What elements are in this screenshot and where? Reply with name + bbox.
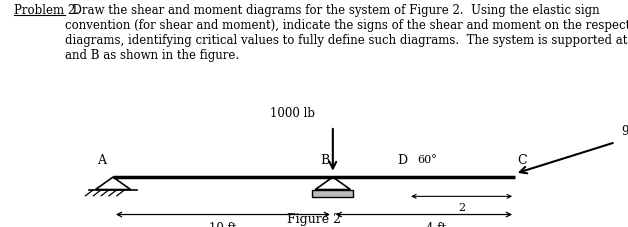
Text: B: B: [321, 154, 330, 167]
Text: Figure 2: Figure 2: [287, 213, 341, 226]
Text: 1000 lb: 1000 lb: [269, 107, 315, 120]
Text: Draw the shear and moment diagrams for the system of Figure 2.  Using the elasti: Draw the shear and moment diagrams for t…: [65, 4, 628, 62]
Text: 4 ft: 4 ft: [426, 222, 447, 227]
Text: 10 ft: 10 ft: [209, 222, 237, 227]
Text: A: A: [97, 154, 106, 167]
Bar: [313, 190, 353, 197]
Text: 980 lb: 980 lb: [622, 125, 628, 138]
Text: C: C: [517, 154, 528, 167]
Text: 2: 2: [458, 203, 465, 213]
Text: Problem 2.: Problem 2.: [14, 4, 79, 17]
Text: 60°: 60°: [418, 155, 437, 165]
Text: D: D: [397, 154, 407, 167]
